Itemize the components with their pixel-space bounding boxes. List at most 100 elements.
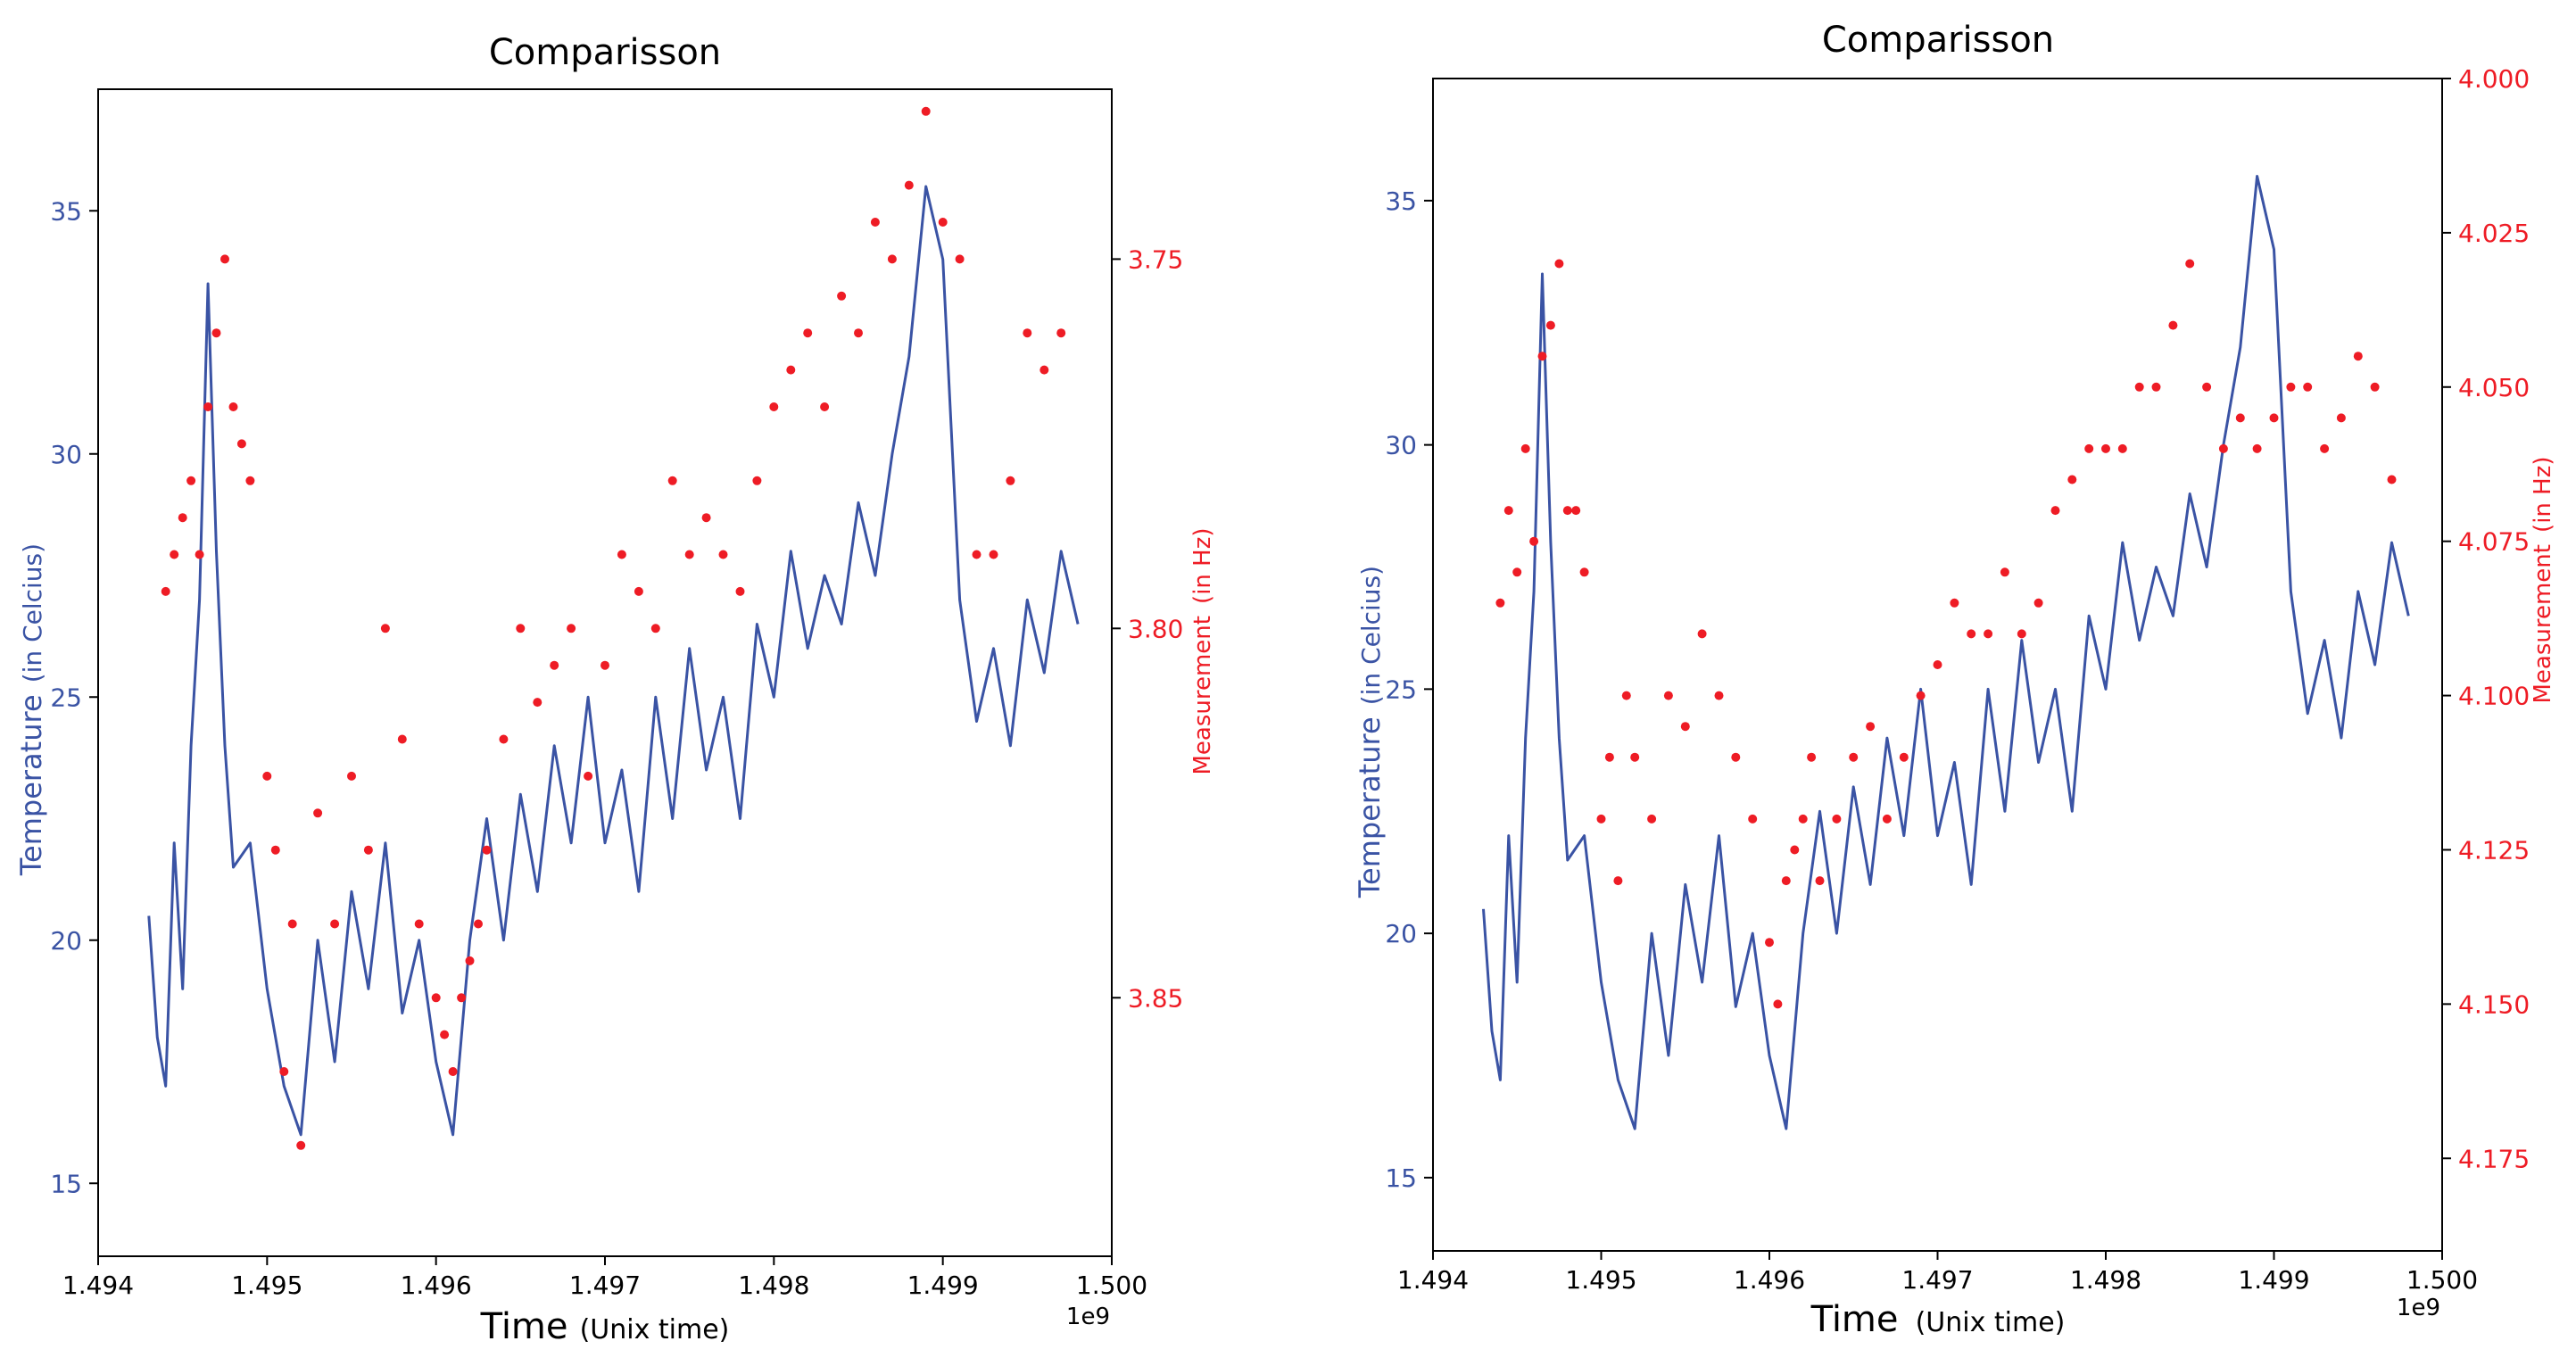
left-chart-measurement-point xyxy=(474,919,483,929)
left-chart-measurement-point xyxy=(837,291,847,301)
left-chart-measurement-point xyxy=(313,808,323,818)
right-chart-right-y-tick-label: 4.025 xyxy=(2458,219,2530,248)
right-chart-measurement-point xyxy=(1916,691,1926,700)
left-chart-x-label-unit: (Unix time) xyxy=(580,1314,730,1345)
right-chart-measurement-point xyxy=(1798,814,1808,824)
left-chart-left-y-tick-label: 15 xyxy=(50,1169,82,1198)
right-chart-measurement-point xyxy=(2084,443,2094,453)
right-chart-right-y-tick-label: 4.075 xyxy=(2458,527,2530,557)
left-chart-measurement-point xyxy=(1023,328,1032,338)
right-chart-left-y-tick-label: 15 xyxy=(1385,1163,1417,1193)
left-chart-measurement-point xyxy=(601,660,609,670)
left-chart-right-y-tick-label: 3.75 xyxy=(1128,244,1183,274)
left-chart-measurement-point xyxy=(667,476,677,485)
right-chart-left-y-tick-label: 30 xyxy=(1385,431,1417,460)
right-chart-measurement-point xyxy=(2000,567,2009,577)
left-chart-measurement-point xyxy=(482,845,492,855)
left-chart-x-ticks: 1.494 1.495 1.496 1.497 1.498 1.499 1.500 xyxy=(62,1256,1147,1300)
left-chart-left-y-tick-label: 20 xyxy=(50,926,82,956)
right-chart-measurement-point xyxy=(2134,382,2144,392)
right-chart-measurement-point xyxy=(2185,259,2195,269)
right-chart-measurement-point xyxy=(2269,413,2279,423)
left-chart-right-y-tick-label: 3.85 xyxy=(1128,983,1183,1013)
right-chart-measurement-point xyxy=(2151,382,2161,392)
right-chart-x-axis-label: Time (Unix time) xyxy=(1810,1299,2066,1340)
right-chart-measurement-point xyxy=(2168,320,2178,330)
left-chart-measurement-point xyxy=(584,771,593,781)
right-chart-left-y-tick-label: 35 xyxy=(1385,186,1417,216)
right-chart-measurement-point xyxy=(1680,722,1690,732)
right-chart-measurement-point xyxy=(2336,413,2346,423)
right-chart-measurement-point xyxy=(1663,691,1673,700)
left-chart-measurement-point xyxy=(989,550,998,559)
right-chart-measurement-point xyxy=(1630,752,1640,762)
right-chart-measurement-point xyxy=(2017,629,2026,639)
left-chart-measurement-point xyxy=(516,624,526,633)
left-chart-temperature-series xyxy=(147,185,1080,1137)
left-chart-left-y-tick-label: 25 xyxy=(50,683,82,712)
left-chart-measurement-point xyxy=(195,550,204,559)
right-chart-measurement-point xyxy=(2235,413,2245,423)
right-chart-right-y-tick-label: 4.175 xyxy=(2458,1144,2530,1173)
left-chart-measurement-point xyxy=(236,439,246,449)
right-chart-measurement-point xyxy=(1748,814,1758,824)
left-chart-measurement-point xyxy=(465,956,475,965)
left-chart-right-y-tick-label: 3.80 xyxy=(1128,614,1183,643)
right-chart-measurement-point xyxy=(1765,938,1774,948)
left-chart-x-label-main: Time xyxy=(480,1306,568,1347)
right-chart-measurement-point xyxy=(1781,876,1791,886)
right-chart-x-tick-label: 1.499 xyxy=(2238,1265,2309,1295)
left-chart-measurement-point xyxy=(170,550,179,559)
right-chart-measurement-point xyxy=(1579,567,1589,577)
left-chart-measurement-point xyxy=(567,624,576,633)
left-chart-measurement-point xyxy=(735,586,745,596)
left-chart-title: Comparisson xyxy=(489,32,721,73)
left-chart-measurement-point xyxy=(752,476,762,485)
right-chart-x-tick-label: 1.497 xyxy=(1901,1265,1973,1295)
right-chart-left-y-ticks: 15 20 25 30 35 xyxy=(1385,186,1433,1193)
right-chart-x-tick-label: 1.500 xyxy=(2406,1265,2478,1295)
left-chart-measurement-point xyxy=(634,586,643,596)
left-chart-right-y-ticks: 3.703.753.803.85 xyxy=(1112,244,1183,1013)
left-chart-measurement-point xyxy=(955,254,965,264)
left-chart-left-y-label-main: Temperature xyxy=(14,694,48,876)
left-chart-measurement-point xyxy=(617,550,626,559)
left-chart-measurement-point xyxy=(1056,328,1066,338)
right-chart-left-y-label-main: Temperature xyxy=(1353,716,1387,898)
left-chart-measurement-point xyxy=(279,1067,289,1076)
right-chart-x-label-main: Time xyxy=(1810,1299,1899,1340)
left-chart-measurement-point xyxy=(499,734,509,744)
left-chart-left-y-axis-label: Temperature (in Celcius) xyxy=(14,543,48,876)
right-chart-measurement-point xyxy=(2202,382,2212,392)
left-chart-x-tick-label: 1.496 xyxy=(401,1271,472,1300)
right-chart-x-tick-label: 1.495 xyxy=(1565,1265,1636,1295)
right-chart-measurement-point xyxy=(2218,443,2228,453)
right-chart-measurement-point xyxy=(1899,752,1909,762)
right-chart-measurement-point xyxy=(1529,536,1539,546)
right-chart-left-y-tick-label: 25 xyxy=(1385,675,1417,704)
right-chart-measurement-point xyxy=(1613,876,1623,886)
right-chart-measurement-point xyxy=(1545,320,1555,330)
right-chart-measurement-point xyxy=(1773,999,1783,1009)
right-chart-measurement-point xyxy=(2353,352,2363,361)
left-chart-measurement-point xyxy=(203,402,213,411)
right-chart-measurement-point xyxy=(2303,382,2313,392)
right-chart-measurement-point xyxy=(1571,506,1581,516)
right-chart-measurement-point xyxy=(2033,598,2043,608)
left-chart-measurement-point xyxy=(448,1067,458,1076)
right-chart-temperature-line xyxy=(1482,175,2410,1130)
left-chart-measurement-point xyxy=(440,1030,450,1039)
right-chart-measurement-point xyxy=(1731,752,1741,762)
left-chart-measurement-point xyxy=(1006,476,1015,485)
right-chart-measurement-point xyxy=(1697,629,1707,639)
right-chart-measurement-point xyxy=(1790,845,1800,855)
right-chart-measurement-point xyxy=(2387,475,2397,484)
left-chart-measurement-point xyxy=(220,254,229,264)
right-chart-measurement-point xyxy=(2117,443,2127,453)
left-chart-measurement-point xyxy=(431,993,441,1003)
right-chart-measurement-point xyxy=(1596,814,1606,824)
right-chart-x-tick-label: 1.496 xyxy=(1734,1265,1805,1295)
right-chart-right-y-label-main: Measurement xyxy=(2530,544,2556,704)
left-chart-measurement-point xyxy=(870,218,880,227)
